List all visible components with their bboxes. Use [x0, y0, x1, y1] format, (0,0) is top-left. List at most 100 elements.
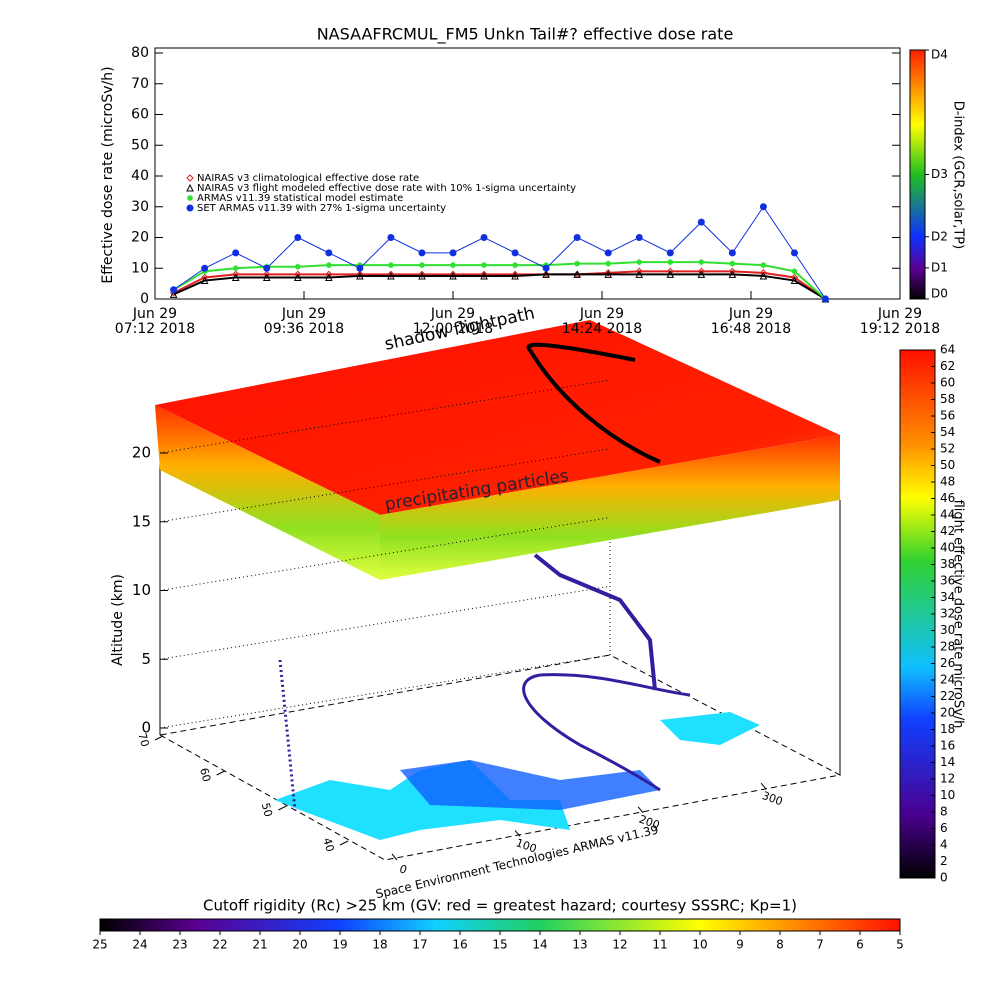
marker — [294, 234, 302, 241]
floor — [158, 654, 842, 861]
colorbar-tick-label: 22 — [940, 689, 955, 703]
marker — [542, 264, 550, 272]
colorbar-tick-label: 12 — [940, 772, 955, 786]
colorbar-tick-label: 23 — [172, 938, 187, 952]
lat-tick-label: 60 — [197, 766, 213, 783]
x-tick-label: 14:24 2018 — [562, 321, 642, 337]
marker — [449, 271, 457, 280]
z-tick-label: 20 — [132, 444, 151, 462]
y-tick-label: 50 — [131, 137, 149, 153]
marker — [511, 249, 519, 257]
marker — [449, 249, 457, 257]
colorbar-tick-label: 12 — [612, 938, 627, 952]
colorbar-tick-label: 25 — [92, 938, 107, 952]
colorbar-tick-label: 24 — [132, 938, 147, 952]
marker — [169, 290, 178, 298]
colorbar-tick-label: 16 — [940, 739, 955, 753]
marker — [186, 174, 194, 182]
marker — [728, 270, 737, 278]
marker — [759, 203, 767, 211]
marker — [294, 263, 301, 270]
colorbar-tick-label: 28 — [940, 640, 955, 654]
y-axis-label: Effective dose rate (microSv/h) — [100, 66, 116, 283]
colorbar-tick-label: 40 — [940, 541, 955, 555]
colorbar-tick-label: 46 — [940, 491, 955, 505]
colorbar-tick-label: 50 — [940, 458, 955, 472]
x-tick-label: Jun 29 — [430, 306, 475, 322]
marker — [790, 276, 799, 285]
colorbar-tick-label: 15 — [492, 938, 507, 952]
marker — [201, 264, 209, 272]
marker — [573, 234, 581, 241]
x-tick-label: Jun 29 — [281, 306, 326, 322]
y-tick-label: 80 — [131, 45, 149, 61]
marker — [666, 249, 674, 257]
marker — [729, 260, 736, 267]
z-tick-label: 0 — [141, 719, 151, 737]
marker — [697, 270, 706, 278]
colorbar — [899, 349, 936, 879]
x-tick-label: Jun 29 — [877, 306, 922, 322]
colorbar-tick-label: 32 — [940, 607, 955, 621]
marker — [791, 268, 798, 275]
marker — [186, 183, 194, 192]
lat-tick-label: 40 — [320, 836, 336, 853]
colorbar-tick-label: 64 — [940, 343, 955, 357]
legend-label: SET ARMAS v11.39 with 27% 1-sigma uncert… — [197, 203, 446, 214]
colorbar-tick-label: 54 — [940, 425, 955, 439]
marker — [450, 262, 456, 269]
marker — [170, 286, 178, 294]
x-tick-label: Jun 29 — [728, 306, 773, 322]
colorbar-tick-label: 20 — [940, 706, 955, 720]
colorbar-tick-label: 21 — [252, 938, 267, 952]
marker — [512, 262, 519, 269]
colorbar-tick-label: D3 — [931, 167, 948, 181]
legend-label: ARMAS v11.39 statistical model estimate — [197, 193, 403, 204]
marker — [325, 249, 333, 257]
colorbar-tick-label: 13 — [572, 938, 587, 952]
colorbar-tick-label: 0 — [940, 871, 948, 885]
lon-tick-label: 0 — [398, 862, 409, 877]
chart-title: NASAAFRCMUL_FM5 Unkn Tail#? effective do… — [317, 25, 734, 45]
marker — [232, 265, 239, 272]
marker — [573, 270, 581, 278]
z-axis-label: Altitude (km) — [110, 574, 126, 666]
series-line — [173, 261, 827, 300]
marker — [511, 270, 519, 279]
marker — [480, 270, 488, 279]
x-tick-label: 07:12 2018 — [115, 321, 195, 337]
marker — [542, 270, 550, 278]
colorbar-tick-label: 34 — [940, 590, 955, 604]
marker — [231, 273, 240, 281]
series-line — [173, 270, 827, 300]
colorbar-label: D-index (GCR,solar,TP) — [951, 101, 966, 249]
y-tick-label: 0 — [140, 291, 149, 307]
colorbar-tick-label: D4 — [931, 48, 948, 62]
dose-slab-side — [155, 405, 380, 580]
colorbar-tick-label: 22 — [212, 938, 227, 952]
colorbar-tick-label: 5 — [896, 938, 904, 952]
dose-slab-side — [380, 435, 840, 580]
plot-frame — [154, 47, 901, 300]
colorbar-tick-label: 8 — [776, 938, 784, 952]
marker — [604, 270, 613, 278]
colorbar — [909, 49, 926, 300]
marker — [387, 270, 395, 279]
flight-track — [539, 673, 691, 697]
colorbar-tick-label: D0 — [931, 287, 948, 301]
lat-tick — [339, 840, 349, 846]
marker — [604, 249, 612, 257]
series-line — [173, 273, 827, 300]
colorbar-tick-label: 16 — [452, 938, 467, 952]
marker — [449, 270, 457, 279]
marker — [387, 262, 394, 269]
marker — [697, 218, 705, 226]
colorbar-tick-label: 6 — [856, 938, 864, 952]
marker — [387, 234, 395, 241]
colorbar-tick-label: 52 — [940, 442, 955, 456]
y-tick-label: 30 — [131, 199, 149, 215]
x-tick-label: 09:36 2018 — [264, 321, 344, 337]
colorbar-tick-label: 62 — [940, 359, 955, 373]
marker — [356, 264, 364, 272]
colorbar-tick-label: 60 — [940, 376, 955, 390]
